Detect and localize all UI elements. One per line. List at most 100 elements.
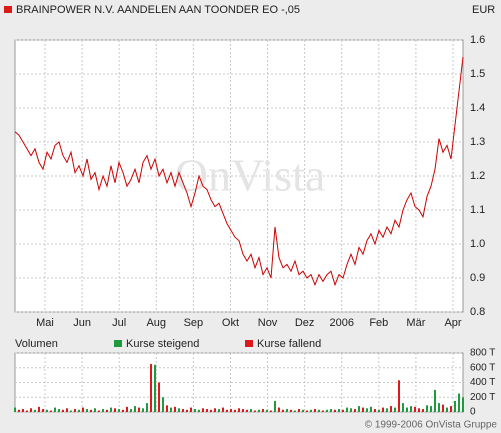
volume-bar bbox=[270, 410, 272, 412]
volume-bar bbox=[134, 406, 136, 412]
volume-bar bbox=[258, 409, 260, 412]
volume-bar bbox=[446, 407, 448, 412]
x-tick-label: Feb bbox=[369, 317, 388, 329]
volume-bar bbox=[266, 409, 268, 412]
legend-label: Kurse steigend bbox=[126, 338, 199, 350]
legend-swatch bbox=[114, 340, 122, 347]
volume-bar bbox=[378, 409, 380, 412]
y-tick-label: 0.9 bbox=[470, 272, 485, 284]
volume-bar bbox=[214, 408, 216, 412]
volume-bar bbox=[382, 407, 384, 412]
volume-bar bbox=[458, 393, 460, 412]
volume-bar bbox=[278, 407, 280, 412]
volume-bar bbox=[78, 409, 80, 412]
volume-bar bbox=[62, 409, 64, 412]
volume-bar bbox=[374, 409, 376, 412]
volume-bar bbox=[206, 409, 208, 412]
volume-bar bbox=[350, 408, 352, 412]
volume-bar bbox=[102, 409, 104, 412]
volume-bar bbox=[110, 407, 112, 412]
volume-bar bbox=[250, 409, 252, 412]
x-tick-label: Sep bbox=[184, 317, 204, 329]
volume-bar bbox=[122, 409, 124, 412]
volume-bar bbox=[430, 406, 432, 412]
x-tick-label: Dez bbox=[295, 317, 315, 329]
volume-bar bbox=[294, 410, 296, 412]
volume-bar bbox=[34, 409, 36, 412]
volume-bar bbox=[410, 406, 412, 412]
volume-bar bbox=[74, 409, 76, 412]
y-tick-label: 1.2 bbox=[470, 170, 485, 182]
y-tick-label: 400 T bbox=[470, 377, 495, 388]
y-tick-label: 0 bbox=[470, 407, 476, 418]
volume-bar bbox=[402, 403, 404, 412]
volume-bar bbox=[234, 409, 236, 412]
volume-bar bbox=[142, 408, 144, 412]
volume-bar bbox=[98, 410, 100, 412]
volume-bar bbox=[290, 409, 292, 412]
x-tick-label: Mai bbox=[36, 317, 54, 329]
volume-bar bbox=[174, 406, 176, 412]
volume-bar bbox=[162, 397, 164, 412]
currency: EUR bbox=[472, 4, 495, 16]
volume-bar bbox=[330, 409, 332, 412]
volume-bar bbox=[262, 409, 264, 412]
y-tick-label: 200 T bbox=[470, 392, 495, 403]
volume-bar bbox=[442, 404, 444, 412]
volume-bar bbox=[22, 409, 24, 412]
volume-bar bbox=[310, 409, 312, 412]
volume-bar bbox=[354, 409, 356, 412]
volume-label: Volumen bbox=[15, 338, 58, 350]
y-tick-label: 1.3 bbox=[470, 136, 485, 148]
volume-bar bbox=[210, 409, 212, 412]
volume-bar bbox=[150, 364, 152, 412]
volume-bar bbox=[302, 409, 304, 412]
volume-bar bbox=[342, 409, 344, 412]
volume-bar bbox=[394, 407, 396, 412]
volume-bar bbox=[198, 409, 200, 412]
volume-bar bbox=[422, 409, 424, 412]
volume-bar bbox=[390, 406, 392, 412]
volume-bar bbox=[18, 409, 20, 412]
volume-bar bbox=[66, 408, 68, 412]
volume-bar bbox=[46, 409, 48, 412]
volume-bar bbox=[434, 389, 436, 412]
y-tick-label: 1.5 bbox=[470, 68, 485, 80]
volume-bar bbox=[218, 409, 220, 412]
volume-bar bbox=[38, 406, 40, 412]
volume-bar bbox=[154, 364, 156, 412]
volume-bar bbox=[362, 407, 364, 412]
volume-bar bbox=[82, 407, 84, 412]
volume-bar bbox=[426, 405, 428, 412]
volume-bar bbox=[30, 408, 32, 412]
volume-bar bbox=[222, 407, 224, 412]
volume-bar bbox=[238, 408, 240, 412]
y-tick-label: 1.0 bbox=[470, 238, 485, 250]
volume-bar bbox=[202, 408, 204, 412]
volume-bar bbox=[298, 409, 300, 412]
volume-bar bbox=[454, 400, 456, 412]
volume-bar bbox=[26, 410, 28, 412]
copyright: © 1999-2006 OnVista Gruppe bbox=[365, 420, 498, 431]
x-tick-label: Okt bbox=[222, 317, 239, 329]
volume-bar bbox=[114, 408, 116, 412]
title-marker bbox=[4, 6, 12, 13]
volume-bar bbox=[166, 405, 168, 412]
volume-bar bbox=[50, 410, 52, 412]
volume-bar bbox=[398, 380, 400, 412]
volume-bar bbox=[274, 400, 276, 412]
volume-bar bbox=[438, 403, 440, 412]
volume-bar bbox=[338, 409, 340, 412]
legend-swatch bbox=[245, 340, 253, 347]
legend-label: Kurse fallend bbox=[257, 338, 321, 350]
volume-bar bbox=[406, 407, 408, 412]
volume-bar bbox=[42, 409, 44, 412]
volume-bar bbox=[158, 382, 160, 412]
volume-bar bbox=[318, 409, 320, 412]
volume-bar bbox=[314, 409, 316, 412]
y-tick-label: 1.6 bbox=[470, 34, 485, 46]
volume-bar bbox=[370, 406, 372, 412]
volume-bar bbox=[462, 397, 464, 412]
volume-bar bbox=[282, 409, 284, 412]
